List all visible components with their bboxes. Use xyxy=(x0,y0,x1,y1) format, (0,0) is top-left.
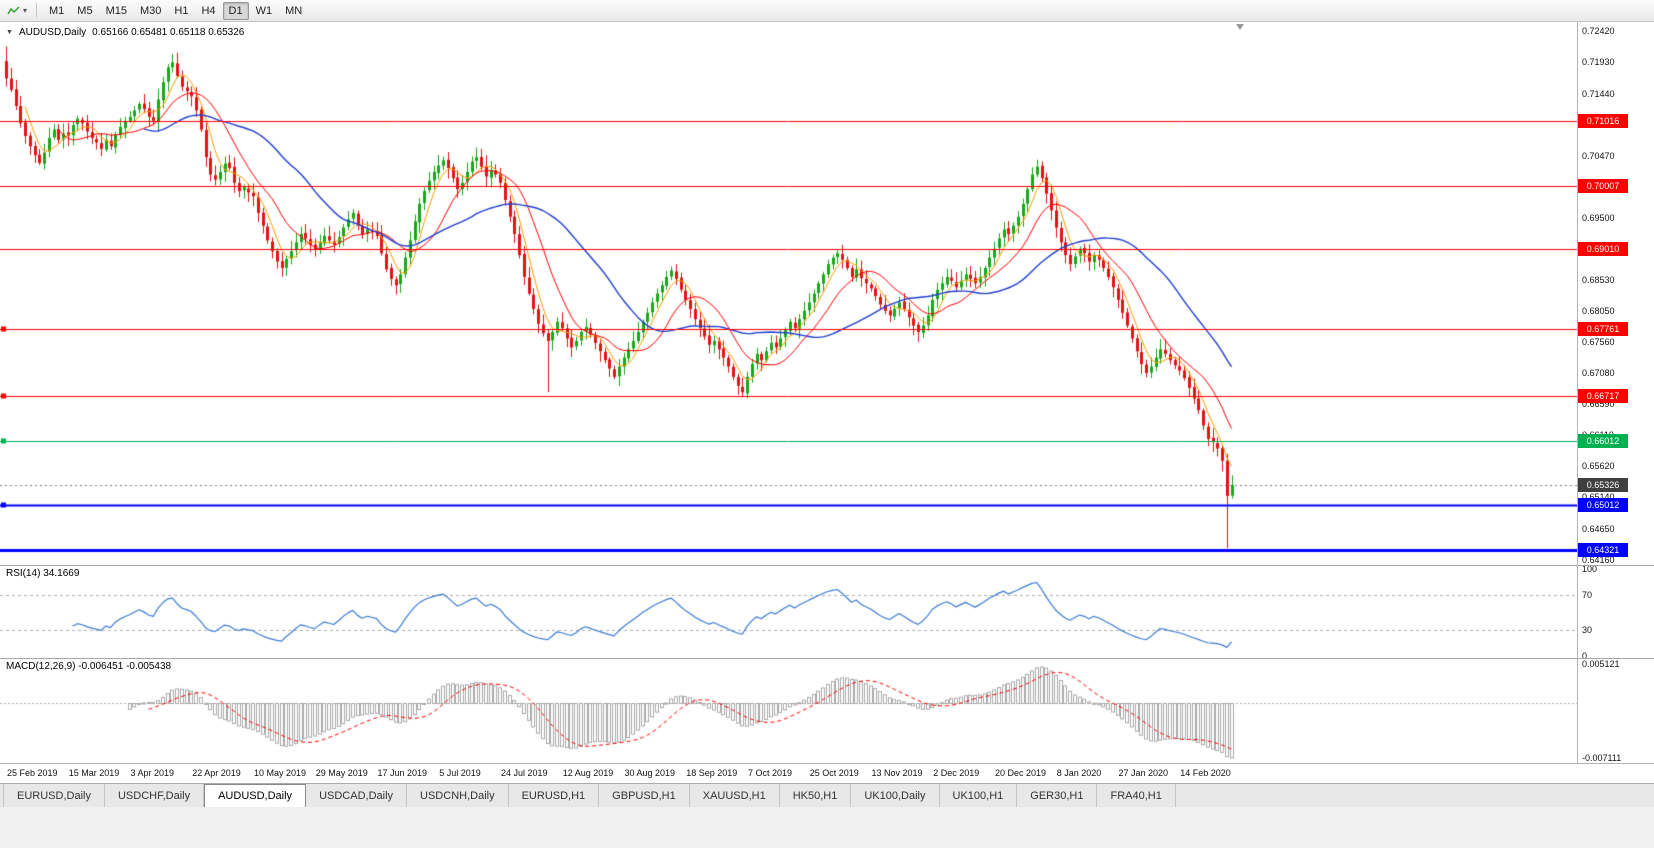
rsi-scale-label: 30 xyxy=(1582,624,1593,635)
timeframe-button-h1[interactable]: H1 xyxy=(174,4,189,17)
price-scale-label: 0.71930 xyxy=(1582,57,1615,68)
chart-style-selector[interactable]: ▾ xyxy=(4,3,30,19)
timeframe-button-m30[interactable]: M30 xyxy=(139,4,162,17)
timeframe-button-mn[interactable]: MN xyxy=(285,4,303,17)
date-label: 5 Jul 2019 xyxy=(439,768,481,778)
timeframe-button-h4[interactable]: H4 xyxy=(201,4,216,17)
tab-xauusd-h1[interactable]: XAUUSD,H1 xyxy=(690,784,780,807)
tab-usdcnh-daily[interactable]: USDCNH,Daily xyxy=(407,784,509,807)
chart-tabs: EURUSD,Daily USDCHF,Daily AUDUSD,Daily USDC… xyxy=(0,783,1654,807)
tab-eurusd-daily[interactable]: EURUSD,Daily xyxy=(3,784,105,807)
date-label: 20 Dec 2019 xyxy=(995,768,1047,778)
toolbar-separator xyxy=(36,3,38,18)
chart-shift-marker[interactable] xyxy=(1236,24,1244,30)
price-scale-label: 0.70470 xyxy=(1582,150,1615,161)
symbol-period-label: AUDUSD,Daily xyxy=(18,27,87,38)
rsi-panel-divider[interactable] xyxy=(0,565,1654,566)
date-label: 10 May 2019 xyxy=(254,768,307,778)
hline-price-badge: 0.65012 xyxy=(1578,498,1628,513)
timeframe-button-m5[interactable]: M5 xyxy=(77,4,93,17)
hline-price-badge: 0.66717 xyxy=(1578,389,1628,404)
date-label: 30 Aug 2019 xyxy=(624,768,676,778)
hline-price-badge: 0.69010 xyxy=(1578,242,1628,257)
timeframe-button-m1[interactable]: M1 xyxy=(49,4,65,17)
price-scale-label: 0.72420 xyxy=(1582,26,1615,36)
rsi-scale-label: 100 xyxy=(1582,564,1598,574)
macd-label: MACD(12,26,9) -0.006451 -0.005438 xyxy=(6,661,172,672)
rsi-scale-label: 0 xyxy=(1582,651,1588,661)
hline-price-badge: 0.67761 xyxy=(1578,322,1628,337)
date-label: 7 Oct 2019 xyxy=(748,768,793,778)
price-scale-label: 0.67080 xyxy=(1582,367,1615,378)
zigzag-chart-icon xyxy=(7,6,20,14)
date-label: 3 Apr 2019 xyxy=(130,768,175,778)
tab-fra40-h1[interactable]: FRA40,H1 xyxy=(1097,784,1176,807)
tab-hk50-h1[interactable]: HK50,H1 xyxy=(780,784,852,807)
rsi-label: RSI(14) 34.1669 xyxy=(6,568,80,579)
hline-price-badge: 0.66012 xyxy=(1578,434,1628,449)
macd-scale-label: -0.007111 xyxy=(1582,753,1622,763)
top-toolbar: ▾ M1 M5 M15 M30 H1 H4 D1 W1 MN xyxy=(0,0,1654,22)
price-scale-label: 0.68530 xyxy=(1582,275,1615,286)
price-scale-label: 0.69500 xyxy=(1582,213,1615,223)
macd-panel-divider[interactable] xyxy=(0,658,1654,659)
tab-uk100-daily[interactable]: UK100,Daily xyxy=(851,784,940,807)
date-label: 29 May 2019 xyxy=(315,768,368,778)
collapse-icon[interactable]: ▼ xyxy=(6,29,13,36)
current-price-badge: 0.65326 xyxy=(1578,478,1628,493)
date-label: 2 Dec 2019 xyxy=(933,768,980,778)
price-scale-label: 0.64650 xyxy=(1582,523,1615,534)
date-label: 13 Nov 2019 xyxy=(871,768,923,778)
rsi-scale-label: 70 xyxy=(1582,590,1593,601)
date-label: 12 Aug 2019 xyxy=(562,768,614,778)
price-scale-label: 0.66590 xyxy=(1582,399,1615,410)
price-axis[interactable]: 0.724200.719300.714400.709600.704700.699… xyxy=(1577,22,1654,763)
tab-usdchf-daily[interactable]: USDCHF,Daily xyxy=(105,784,205,807)
macd-scale-label: 0.005121 xyxy=(1582,659,1620,669)
chevron-down-icon: ▾ xyxy=(23,6,28,15)
date-label: 8 Jan 2020 xyxy=(1056,768,1102,778)
date-label: 15 Mar 2019 xyxy=(68,768,120,778)
price-scale-label: 0.65620 xyxy=(1582,461,1615,472)
timeframe-button-d1[interactable]: D1 xyxy=(222,1,249,20)
price-chart-canvas[interactable] xyxy=(0,22,1577,565)
timeframe-button-m15[interactable]: M15 xyxy=(105,4,127,17)
price-scale-label: 0.67560 xyxy=(1582,337,1615,348)
tab-audusd-daily[interactable]: AUDUSD,Daily xyxy=(204,784,307,807)
price-scale-label: 0.64160 xyxy=(1582,555,1615,565)
price-scale-label: 0.68050 xyxy=(1582,305,1615,316)
macd-indicator-canvas[interactable] xyxy=(0,658,1577,763)
timeframe-button-w1[interactable]: W1 xyxy=(255,4,273,17)
tab-ger30-h1[interactable]: GER30,H1 xyxy=(1017,784,1098,807)
hline-price-badge: 0.71016 xyxy=(1578,113,1628,128)
date-label: 24 Jul 2019 xyxy=(501,768,548,778)
hline-price-badge: 0.64321 xyxy=(1578,542,1628,557)
ohlc-values: 0.65166 0.65481 0.65118 0.65326 xyxy=(92,27,245,38)
date-label: 22 Apr 2019 xyxy=(192,768,241,778)
date-label: 17 Jun 2019 xyxy=(377,768,428,778)
date-label: 25 Oct 2019 xyxy=(809,768,859,778)
timeframe-buttons: M1 M5 M15 M30 H1 H4 D1 W1 MN xyxy=(43,1,308,20)
rsi-indicator-canvas[interactable] xyxy=(0,565,1577,658)
date-axis[interactable]: 25 Feb 2019 15 Mar 2019 3 Apr 2019 22 Apr 2… xyxy=(0,763,1654,783)
date-label: 25 Feb 2019 xyxy=(7,768,58,778)
price-scale-label: 0.65140 xyxy=(1582,492,1615,503)
tab-usdcad-daily[interactable]: USDCAD,Daily xyxy=(306,784,408,807)
price-scale-label: 0.71440 xyxy=(1582,88,1615,99)
hline-price-badge: 0.70007 xyxy=(1578,178,1628,193)
chart-title: ▼ AUDUSD,Daily 0.65166 0.65481 0.65118 0… xyxy=(6,27,244,38)
date-label: 14 Feb 2020 xyxy=(1180,768,1231,778)
tab-uk100-h1[interactable]: UK100,H1 xyxy=(940,784,1018,807)
date-label: 27 Jan 2020 xyxy=(1118,768,1169,778)
tab-gbpusd-h1[interactable]: GBPUSD,H1 xyxy=(599,784,690,807)
tab-eurusd-h1[interactable]: EURUSD,H1 xyxy=(509,784,600,807)
date-label: 18 Sep 2019 xyxy=(686,768,738,778)
